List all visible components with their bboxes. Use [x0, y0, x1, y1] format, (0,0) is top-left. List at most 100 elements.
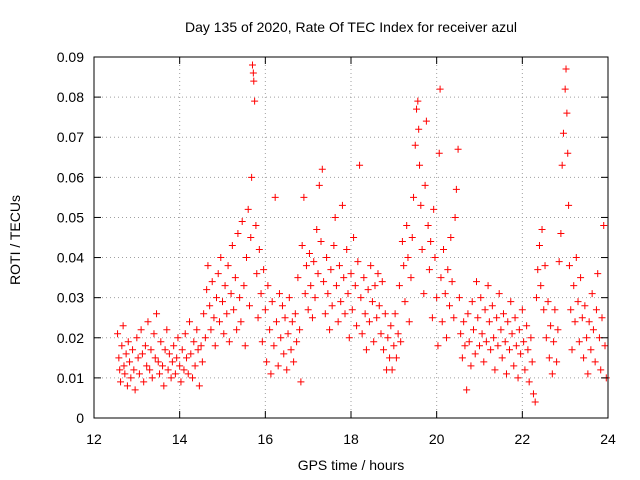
data-point: [330, 242, 338, 250]
data-point: [368, 298, 376, 306]
data-point: [457, 330, 465, 338]
data-point: [497, 326, 505, 334]
data-point: [116, 366, 124, 374]
data-point: [537, 282, 545, 290]
data-point: [404, 254, 412, 262]
data-point: [542, 334, 550, 342]
data-point: [221, 282, 229, 290]
data-point: [572, 254, 580, 262]
data-point: [271, 193, 279, 201]
data-point: [467, 362, 475, 370]
data-point: [414, 97, 422, 105]
data-point: [487, 346, 495, 354]
data-point: [502, 370, 510, 378]
data-point: [348, 306, 356, 314]
data-point: [465, 338, 473, 346]
data-point: [434, 342, 442, 350]
data-point: [501, 338, 509, 346]
data-point: [504, 318, 512, 326]
data-point: [297, 378, 305, 386]
data-point: [163, 326, 171, 334]
data-point: [201, 334, 209, 342]
data-point: [565, 262, 573, 270]
data-point: [254, 314, 262, 322]
data-point: [122, 350, 130, 358]
data-point: [341, 310, 349, 318]
data-point: [460, 318, 468, 326]
data-point: [440, 246, 448, 254]
data-point: [494, 342, 502, 350]
data-point: [481, 306, 489, 314]
data-point: [589, 326, 597, 334]
data-point: [344, 290, 352, 298]
data-point: [257, 290, 265, 298]
data-point: [405, 318, 413, 326]
data-point: [575, 338, 583, 346]
data-point: [164, 366, 172, 374]
data-point: [194, 346, 202, 354]
data-point: [452, 185, 460, 193]
data-point: [251, 97, 259, 105]
data-point: [598, 314, 606, 322]
data-point: [577, 274, 585, 282]
data-point: [165, 350, 173, 358]
data-point: [478, 330, 486, 338]
data-point: [375, 302, 383, 310]
data-point: [184, 370, 192, 378]
x-tick-label: 22: [515, 431, 531, 447]
data-point: [370, 338, 378, 346]
data-point: [512, 342, 520, 350]
data-point: [493, 314, 501, 322]
data-point: [296, 326, 304, 334]
data-point: [427, 238, 435, 246]
data-point: [488, 302, 496, 310]
data-point: [398, 238, 406, 246]
data-point: [327, 266, 335, 274]
data-point: [301, 290, 309, 298]
data-point: [559, 129, 567, 137]
data-point: [340, 274, 348, 282]
data-point: [490, 334, 498, 342]
data-point: [268, 298, 276, 306]
data-point: [310, 258, 318, 266]
data-point: [238, 217, 246, 225]
data-point: [381, 310, 389, 318]
data-point: [117, 378, 125, 386]
data-point: [555, 258, 563, 266]
data-point: [337, 298, 345, 306]
data-point: [151, 354, 159, 362]
data-point: [217, 254, 225, 262]
data-point: [373, 314, 381, 322]
data-point: [374, 270, 382, 278]
data-point: [195, 382, 203, 390]
data-point: [428, 314, 436, 322]
data-point: [170, 342, 178, 350]
data-point: [540, 306, 548, 314]
data-point: [557, 229, 565, 237]
data-point: [302, 262, 310, 270]
data-point: [448, 278, 456, 286]
data-point: [567, 306, 575, 314]
data-point: [211, 342, 219, 350]
data-point: [561, 85, 569, 93]
data-point: [191, 362, 199, 370]
data-point: [430, 205, 438, 213]
data-point: [508, 330, 516, 338]
data-point: [293, 338, 301, 346]
data-point: [378, 278, 386, 286]
data-point: [280, 350, 288, 358]
data-point: [354, 258, 362, 266]
data-point: [264, 282, 272, 290]
data-point: [528, 358, 536, 366]
data-point: [443, 334, 451, 342]
data-point: [515, 326, 523, 334]
data-point: [473, 278, 481, 286]
data-point: [298, 242, 306, 250]
data-point: [317, 238, 325, 246]
data-point: [277, 334, 285, 342]
data-point: [290, 358, 298, 366]
data-point: [580, 354, 588, 362]
data-point: [252, 221, 260, 229]
data-point: [135, 370, 143, 378]
data-point: [356, 161, 364, 169]
